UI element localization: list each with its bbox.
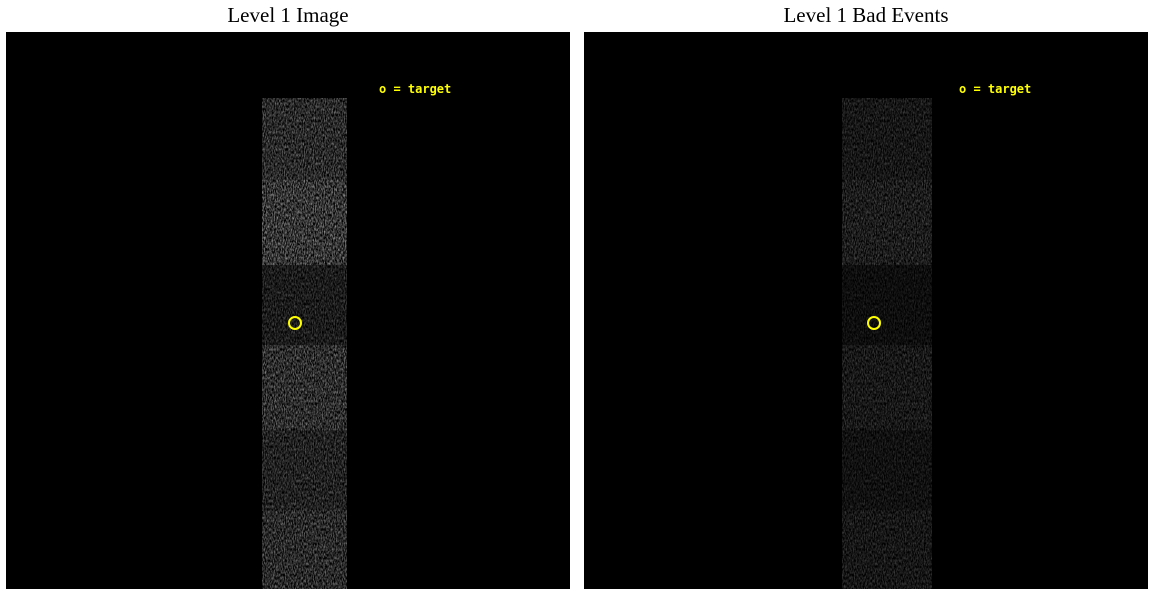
target-marker — [867, 316, 881, 330]
panel: Level 1 Bad Events o = target — [584, 3, 1148, 589]
detector-strip — [842, 98, 932, 589]
panel-title: Level 1 Bad Events — [783, 3, 948, 27]
target-marker — [288, 316, 302, 330]
panel-title: Level 1 Image — [227, 3, 348, 27]
detector-strip — [262, 98, 347, 589]
legend-label: o = target — [379, 82, 451, 96]
panel: Level 1 Image o = target — [6, 3, 570, 589]
legend-label: o = target — [959, 82, 1031, 96]
